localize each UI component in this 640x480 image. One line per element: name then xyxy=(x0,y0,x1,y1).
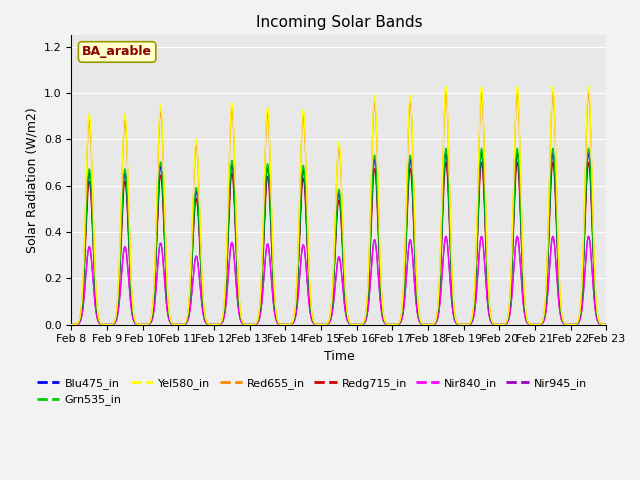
Y-axis label: Solar Radiation (W/m2): Solar Radiation (W/m2) xyxy=(26,107,38,253)
Text: BA_arable: BA_arable xyxy=(82,46,152,59)
Legend: Blu475_in, Grn535_in, Yel580_in, Red655_in, Redg715_in, Nir840_in, Nir945_in: Blu475_in, Grn535_in, Yel580_in, Red655_… xyxy=(33,373,592,410)
Title: Incoming Solar Bands: Incoming Solar Bands xyxy=(255,15,422,30)
X-axis label: Time: Time xyxy=(324,350,355,363)
